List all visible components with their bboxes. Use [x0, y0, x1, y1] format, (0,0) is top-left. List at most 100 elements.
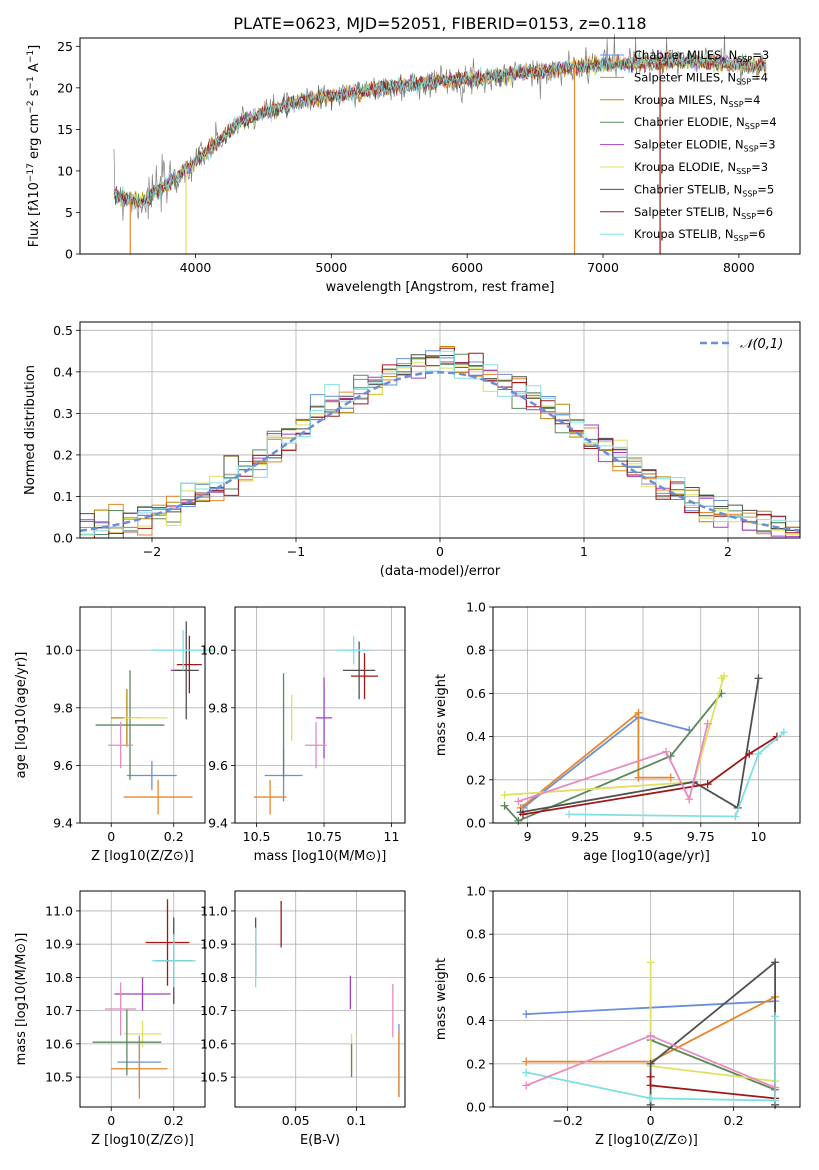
- legend-label: Salpeter MILES, NSSP=4: [634, 70, 768, 86]
- x-tick-label: 10.75: [306, 829, 342, 844]
- y-tick-label: 0.2: [466, 772, 486, 787]
- axes-frame: [234, 890, 406, 1108]
- weight-series-line: [518, 723, 709, 803]
- y-tick-label: 0.3: [53, 406, 73, 421]
- y-tick-label: 0.4: [466, 1013, 486, 1028]
- x-tick-label: −1: [287, 544, 305, 559]
- weight-series-line: [522, 716, 690, 809]
- y-tick-label: 0.2: [53, 447, 73, 462]
- legend-label: Chabrier MILES, NSSP=3: [634, 48, 769, 64]
- axes-frame: [79, 606, 206, 824]
- weight-marker: [662, 747, 671, 756]
- x-tick-label: 5000: [315, 260, 347, 275]
- weight-marker: [634, 708, 643, 717]
- weight-marker: [745, 749, 754, 758]
- plot-area: [80, 891, 205, 1107]
- weight-marker: [666, 773, 675, 782]
- chart-layer: 4000 5000 6000 7000 80000510152025wavelength…: [14, 34, 801, 1148]
- x-tick-label: 0.2: [724, 1113, 744, 1128]
- error-bar-point: [342, 641, 376, 700]
- x-tick-label: 0: [107, 1113, 115, 1128]
- y-axis-label: mass [log10(M/M⊙)]: [14, 933, 29, 1066]
- error-bar-point: [351, 653, 379, 700]
- error-bar-point: [151, 934, 196, 988]
- axes-frame: [492, 890, 801, 1108]
- error-bar-point: [123, 779, 193, 815]
- y-tick-label: 10: [57, 163, 73, 178]
- error-bar-point: [315, 677, 333, 759]
- y-tick-label: 5: [65, 205, 73, 220]
- y-tick-label: 0.6: [466, 686, 486, 701]
- weight-marker: [754, 749, 763, 758]
- error-bar-point: [145, 899, 190, 986]
- axes-age_vs_Z: 0 0.2 9.4 9.6 9.8 10.0 Z [log10(Z/Z⊙)] age [log…: [14, 606, 215, 864]
- axes-frame: [492, 606, 801, 824]
- error-bar-point: [111, 1038, 168, 1099]
- y-tick-label: 10.0: [200, 643, 228, 658]
- legend-label: Salpeter ELODIE, NSSP=3: [634, 138, 776, 154]
- weight-marker: [771, 1083, 780, 1092]
- error-bar-point: [95, 670, 165, 780]
- y-tick-label: 10.7: [200, 1003, 228, 1018]
- weight-marker: [634, 773, 643, 782]
- x-axis-label: Z [log10(Z/Z⊙)]: [595, 1133, 698, 1148]
- y-axis-label: Flux [fλ10−17 erg cm−2 s−1 A−1]: [26, 45, 42, 247]
- legend-label: Salpeter STELIB, NSSP=6: [634, 205, 773, 221]
- y-tick-label: 0.4: [53, 364, 73, 379]
- x-axis-label: wavelength [Angstrom, rest frame]: [326, 280, 555, 295]
- weight-marker: [685, 795, 694, 804]
- axes-frame: [234, 606, 406, 824]
- legend: Chabrier MILES, NSSP=3 Salpeter MILES, NS…: [600, 48, 777, 243]
- weight-marker: [514, 797, 523, 806]
- y-axis-label: mass weight: [434, 958, 449, 1040]
- weight-series-line: [649, 962, 776, 1082]
- y-tick-label: 9.4: [53, 816, 73, 831]
- weight-series-line: [522, 735, 778, 816]
- error-bar-point: [105, 982, 137, 1036]
- y-tick-label: 10.0: [45, 643, 73, 658]
- y-tick-label: 10.7: [45, 1003, 73, 1018]
- y-tick-label: 0.0: [53, 531, 73, 546]
- y-tick-label: 10.8: [200, 970, 228, 985]
- weight-marker: [522, 1068, 531, 1077]
- weight-marker: [519, 810, 528, 819]
- x-tick-label: 9.25: [571, 829, 599, 844]
- error-bar-point: [108, 722, 134, 769]
- legend-label: Kroupa ELODIE, NSSP=3: [634, 160, 768, 176]
- weight-marker: [703, 780, 712, 789]
- x-tick-label: 9: [524, 829, 532, 844]
- x-tick-label: 9.75: [687, 829, 715, 844]
- axes-mass_vs_EBV: 0.05 0.1 10.5 10.6 10.7 10.8 10.9 11.0 E(B-V): [200, 890, 406, 1148]
- error-bar-point: [114, 977, 171, 1011]
- error-bar-point: [253, 779, 287, 815]
- plot-area: [79, 322, 801, 539]
- model-spectrum: [113, 50, 767, 210]
- weight-marker: [646, 958, 655, 967]
- y-tick-label: 0.4: [466, 729, 486, 744]
- y-tick-label: 9.6: [53, 758, 73, 773]
- plot-area: [493, 606, 800, 825]
- x-tick-label: 6000: [451, 260, 483, 275]
- plot-area: [493, 890, 800, 1109]
- y-tick-label: 10.9: [45, 937, 73, 952]
- weight-marker: [522, 1010, 531, 1019]
- x-tick-label: 10: [750, 829, 766, 844]
- weight-marker: [522, 1057, 531, 1066]
- y-tick-label: 0.8: [466, 927, 486, 942]
- y-tick-label: 10.8: [45, 970, 73, 985]
- weight-marker: [646, 1081, 655, 1090]
- y-tick-label: 0.5: [53, 323, 73, 338]
- x-tick-label: −2: [143, 544, 161, 559]
- x-tick-label: 11: [384, 829, 400, 844]
- error-bar-point: [173, 621, 199, 720]
- weight-marker: [646, 1059, 655, 1068]
- y-tick-label: 9.4: [208, 816, 228, 831]
- x-tick-label: 0: [107, 829, 115, 844]
- weight-marker: [717, 674, 726, 683]
- x-tick-label: 8000: [723, 260, 755, 275]
- weight-marker: [646, 1094, 655, 1103]
- weight-marker: [646, 1072, 655, 1081]
- error-bar-point: [92, 1008, 162, 1076]
- y-tick-label: 10.9: [200, 937, 228, 952]
- y-tick-label: 1.0: [466, 884, 486, 899]
